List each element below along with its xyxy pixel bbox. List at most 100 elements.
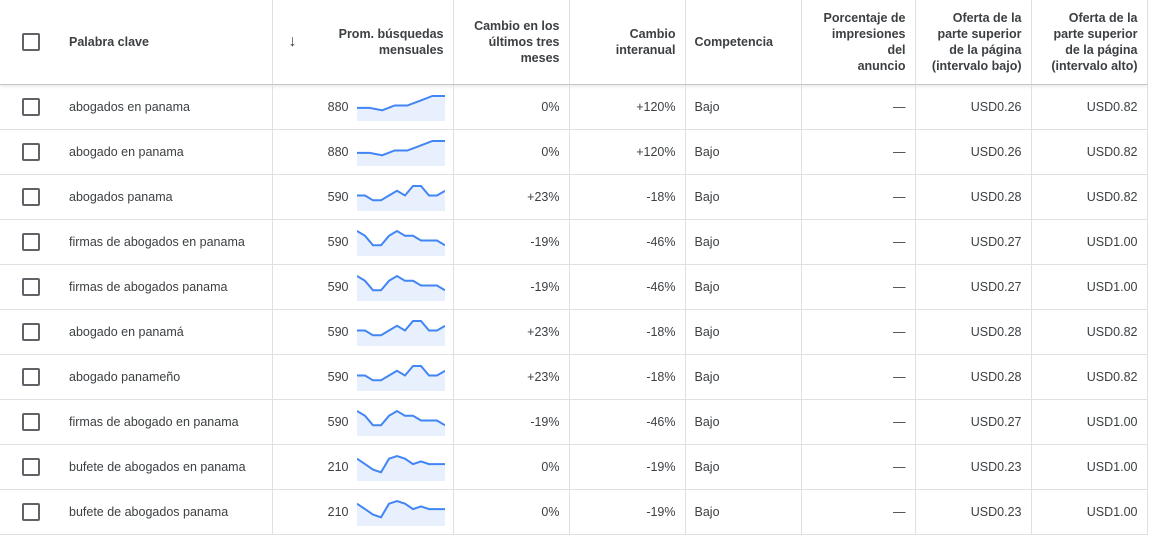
avg-searches-value: 210 xyxy=(327,505,349,519)
keyword-cell: bufete de abogados en panama xyxy=(61,444,273,490)
row-checkbox-icon[interactable] xyxy=(21,278,40,296)
sparkline-line xyxy=(356,454,445,474)
sparkline-area xyxy=(356,366,445,391)
avg-searches-cell: 210 xyxy=(272,444,454,490)
table-row[interactable]: abogados en panama 880 0% +120% Bajo — U… xyxy=(0,84,1148,130)
yoy-change-value: +120% xyxy=(636,145,676,159)
keyword-cell: abogados en panama xyxy=(61,84,273,130)
bid-low-cell: USD0.26 xyxy=(915,129,1032,175)
yoy-change-cell: -46% xyxy=(569,264,686,310)
bid-low-cell: USD0.27 xyxy=(915,219,1032,265)
table-row[interactable]: abogado en panama 880 0% +120% Bajo — US… xyxy=(0,129,1148,175)
bid-low-cell: USD0.27 xyxy=(915,399,1032,445)
header-impr-line-1: Porcentaje de xyxy=(823,11,906,25)
impression-share-cell: — xyxy=(801,174,916,220)
keyword-text: firmas de abogados panama xyxy=(69,280,228,294)
competition-value: Bajo xyxy=(694,325,720,339)
header-avg-line-2: mensuales xyxy=(378,43,444,57)
bid-high-cell: USD1.00 xyxy=(1031,444,1148,490)
trend-sparkline[interactable] xyxy=(356,138,445,166)
header-impression-share[interactable]: Porcentaje de impresiones del anuncio xyxy=(801,0,916,85)
bid-high-cell: USD1.00 xyxy=(1031,489,1148,535)
bid-low-value: USD0.27 xyxy=(970,415,1022,429)
three-month-change-cell: +23% xyxy=(453,174,570,220)
bid-high-value: USD0.82 xyxy=(1086,100,1138,114)
impression-share-value: — xyxy=(893,100,906,114)
select-all-checkbox-icon[interactable] xyxy=(21,33,40,51)
trend-sparkline[interactable] xyxy=(356,183,445,211)
table-row[interactable]: bufete de abogados panama 210 0% -19% Ba… xyxy=(0,489,1148,535)
header-yoy-change[interactable]: Cambio interanual xyxy=(569,0,686,85)
row-checkbox-icon[interactable] xyxy=(21,458,40,476)
avg-searches-value: 590 xyxy=(327,370,349,384)
table-row[interactable]: bufete de abogados en panama 210 0% -19%… xyxy=(0,444,1148,490)
keyword-text: abogado en panama xyxy=(69,145,184,159)
impression-share-value: — xyxy=(893,505,906,519)
header-bid-low[interactable]: Oferta de la parte superior de la página… xyxy=(915,0,1032,85)
trend-sparkline[interactable] xyxy=(356,318,445,346)
row-checkbox-icon[interactable] xyxy=(21,323,40,341)
keyword-cell: abogados panama xyxy=(61,174,273,220)
competition-cell: Bajo xyxy=(685,309,802,355)
three-month-change-value: -19% xyxy=(530,280,560,294)
trend-sparkline[interactable] xyxy=(356,228,445,256)
bid-high-value: USD1.00 xyxy=(1086,280,1138,294)
impression-share-cell: — xyxy=(801,399,916,445)
arrow-down-icon[interactable]: ↓ xyxy=(288,33,297,50)
sparkline-area xyxy=(356,321,445,346)
avg-searches-cell: 590 xyxy=(272,309,454,355)
impression-share-value: — xyxy=(893,145,906,159)
impression-share-value: — xyxy=(893,190,906,204)
header-three-month-change[interactable]: Cambio en los últimos tres meses xyxy=(453,0,570,85)
table-row[interactable]: abogado panameño 590 +23% -18% Bajo — US… xyxy=(0,354,1148,400)
row-checkbox-icon[interactable] xyxy=(21,503,40,521)
header-competition[interactable]: Competencia xyxy=(685,0,802,85)
sparkline-area xyxy=(356,411,445,436)
impression-share-cell: — xyxy=(801,84,916,130)
trend-sparkline[interactable] xyxy=(356,453,445,481)
header-bidhigh-line-2: parte superior xyxy=(1053,27,1138,41)
row-checkbox-cell xyxy=(0,399,61,445)
competition-value: Bajo xyxy=(694,235,720,249)
header-bid-high[interactable]: Oferta de la parte superior de la página… xyxy=(1031,0,1148,85)
table-row[interactable]: abogados panama 590 +23% -18% Bajo — USD… xyxy=(0,174,1148,220)
row-checkbox-icon[interactable] xyxy=(21,233,40,251)
avg-searches-wrap: 590 xyxy=(273,408,445,436)
yoy-change-cell: +120% xyxy=(569,84,686,130)
row-checkbox-icon[interactable] xyxy=(21,143,40,161)
sparkline-line xyxy=(356,229,445,247)
header-avg-searches[interactable]: ↓ Prom. búsquedas mensuales xyxy=(272,0,454,85)
yoy-change-cell: -46% xyxy=(569,399,686,445)
yoy-change-value: -18% xyxy=(646,370,676,384)
impression-share-value: — xyxy=(893,460,906,474)
bid-high-value: USD0.82 xyxy=(1086,370,1138,384)
trend-sparkline[interactable] xyxy=(356,273,445,301)
avg-searches-value: 880 xyxy=(327,145,349,159)
header-keyword[interactable]: Palabra clave xyxy=(61,0,273,85)
row-checkbox-icon[interactable] xyxy=(21,98,40,116)
impression-share-cell: — xyxy=(801,309,916,355)
header-3m-line-1: Cambio en los xyxy=(474,19,560,33)
row-checkbox-icon[interactable] xyxy=(21,413,40,431)
trend-sparkline[interactable] xyxy=(356,363,445,391)
header-bidhigh-line-1: Oferta de la xyxy=(1068,11,1138,25)
header-bidhigh-line-4: (intervalo alto) xyxy=(1051,59,1138,73)
row-checkbox-icon[interactable] xyxy=(21,188,40,206)
trend-sparkline[interactable] xyxy=(356,93,445,121)
avg-searches-cell: 590 xyxy=(272,174,454,220)
row-checkbox-icon[interactable] xyxy=(21,368,40,386)
yoy-change-value: +120% xyxy=(636,100,676,114)
impression-share-value: — xyxy=(893,325,906,339)
trend-sparkline[interactable] xyxy=(356,408,445,436)
sparkline-area xyxy=(356,96,445,121)
competition-value: Bajo xyxy=(694,145,720,159)
table-row[interactable]: firmas de abogados en panama 590 -19% -4… xyxy=(0,219,1148,265)
impression-share-cell: — xyxy=(801,264,916,310)
table-row[interactable]: firmas de abogados panama 590 -19% -46% … xyxy=(0,264,1148,310)
sparkline-line xyxy=(356,140,445,157)
impression-share-value: — xyxy=(893,370,906,384)
competition-cell: Bajo xyxy=(685,399,802,445)
table-row[interactable]: abogado en panamá 590 +23% -18% Bajo — U… xyxy=(0,309,1148,355)
table-row[interactable]: firmas de abogado en panama 590 -19% -46… xyxy=(0,399,1148,445)
trend-sparkline[interactable] xyxy=(356,498,445,526)
